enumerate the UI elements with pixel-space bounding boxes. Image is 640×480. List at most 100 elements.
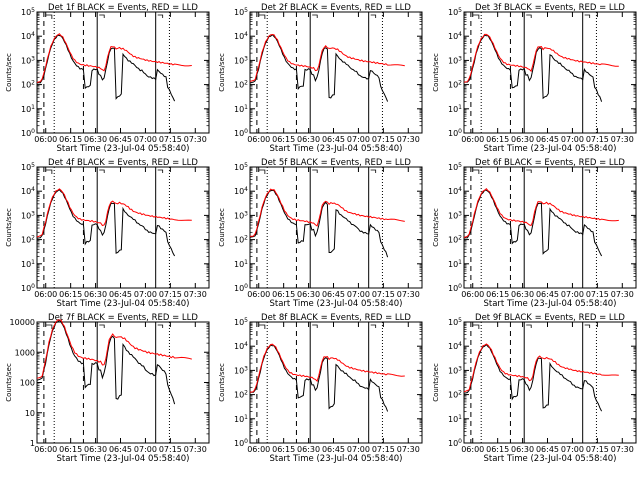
x-tick-label: 06:00: [461, 445, 484, 454]
x-tick-label: 07:00: [347, 445, 370, 454]
plot-frame: [36, 11, 210, 134]
marker-flag: [258, 324, 266, 329]
y-tick-label: 101: [234, 414, 248, 424]
x-tick-label: 06:15: [272, 135, 295, 144]
chart-title: Det 1f BLACK = Events, RED = LLD: [48, 3, 198, 13]
x-tick-label: 06:30: [511, 135, 534, 144]
marker-flag: [312, 169, 318, 173]
x-tick-label: 06:00: [34, 290, 57, 299]
y-tick-label: 102: [448, 80, 462, 90]
x-tick-label: 07:00: [561, 445, 584, 454]
y-tick-label: 104: [234, 31, 248, 41]
marker-flag: [258, 14, 266, 19]
marker-flag: [526, 169, 532, 173]
x-tick-label: 06:00: [34, 445, 57, 454]
y-tick-label: 102: [234, 80, 248, 90]
x-tick-label: 06:45: [109, 135, 132, 144]
x-tick-label: 07:15: [372, 135, 395, 144]
plot-frame: [249, 166, 423, 289]
x-tick-label: 06:45: [536, 290, 559, 299]
x-tick-label: 06:00: [247, 290, 270, 299]
x-axis-label: Start Time (23-Jul-04 05:58:40): [57, 299, 190, 309]
x-axis-label: Start Time (23-Jul-04 05:58:40): [270, 299, 403, 309]
y-tick-label: 101: [448, 414, 462, 424]
marker-flag: [370, 324, 377, 328]
y-tick-label: 103: [21, 55, 35, 65]
marker-flag: [99, 324, 105, 328]
series-lld-line: [36, 319, 192, 379]
y-tick-label: 104: [21, 31, 35, 41]
y-tick-label: 104: [234, 341, 248, 351]
x-tick-label: 06:15: [59, 445, 82, 454]
y-tick-label: 105: [234, 317, 248, 327]
x-tick-label: 06:45: [109, 290, 132, 299]
x-tick-label: 07:30: [184, 135, 207, 144]
x-axis-label: Start Time (23-Jul-04 05:58:40): [270, 144, 403, 154]
y-tick-label: 105: [448, 162, 462, 172]
y-tick-label: 100: [234, 128, 248, 138]
y-tick-label: 100: [21, 128, 35, 138]
chart-title: Det 2f BLACK = Events, RED = LLD: [261, 3, 411, 13]
marker-flag: [45, 14, 53, 19]
y-tick-label: 104: [448, 31, 462, 41]
y-tick-label: 104: [448, 186, 462, 196]
y-tick-label: 101: [234, 259, 248, 269]
marker-flag: [99, 169, 105, 173]
y-tick-label: 103: [234, 55, 248, 65]
chart-title: Det 3f BLACK = Events, RED = LLD: [475, 3, 625, 13]
y-tick-label: 101: [21, 104, 35, 114]
x-tick-label: 06:00: [247, 445, 270, 454]
x-tick-label: 06:15: [486, 445, 509, 454]
x-tick-label: 07:30: [611, 290, 634, 299]
y-axis-label: Counts/sec: [5, 53, 13, 92]
marker-flag: [584, 14, 591, 18]
x-tick-label: 07:15: [159, 290, 182, 299]
marker-flag: [312, 14, 318, 18]
y-axis-label: Counts/sec: [5, 363, 13, 402]
y-tick-label: 105: [448, 7, 462, 17]
x-tick-label: 07:30: [397, 445, 420, 454]
x-tick-label: 07:15: [586, 135, 609, 144]
marker-flag: [45, 324, 53, 329]
marker-flag: [99, 14, 105, 18]
x-tick-label: 07:30: [397, 290, 420, 299]
x-tick-label: 07:00: [134, 290, 157, 299]
marker-flag: [584, 324, 591, 328]
y-tick-label: 104: [448, 341, 462, 351]
x-tick-label: 07:00: [134, 445, 157, 454]
marker-flag: [312, 324, 318, 328]
marker-flag: [157, 14, 164, 18]
marker-flag: [472, 324, 480, 329]
y-tick-label: 100: [448, 283, 462, 293]
y-tick-label: 10000: [10, 318, 35, 327]
series-lld-line: [249, 188, 405, 237]
series-lld-line: [249, 33, 405, 82]
x-tick-label: 07:00: [134, 135, 157, 144]
x-tick-label: 06:15: [272, 290, 295, 299]
plot-frame: [249, 11, 423, 134]
x-tick-label: 06:45: [322, 445, 345, 454]
detector-panel-7: Det 7f BLACK = Events, RED = LLD 1 10 100 10…: [5, 313, 210, 464]
y-tick-label: 105: [234, 7, 248, 17]
x-tick-label: 07:30: [611, 135, 634, 144]
detector-panel-3: Det 3f BLACK = Events, RED = LLD 100 101 10…: [432, 3, 637, 154]
x-tick-label: 07:00: [347, 135, 370, 144]
x-tick-label: 06:30: [84, 445, 107, 454]
x-tick-label: 06:30: [84, 135, 107, 144]
y-tick-label: 100: [448, 128, 462, 138]
chart-title: Det 4f BLACK = Events, RED = LLD: [48, 158, 198, 168]
x-tick-label: 06:30: [297, 445, 320, 454]
x-tick-label: 06:45: [322, 135, 345, 144]
series-events-line: [36, 189, 176, 257]
detector-panel-2: Det 2f BLACK = Events, RED = LLD 100 101 10…: [218, 3, 423, 154]
y-tick-label: 105: [21, 7, 35, 17]
marker-flag: [472, 169, 480, 174]
series-events-line: [249, 189, 389, 258]
y-tick-label: 103: [21, 210, 35, 220]
y-tick-label: 10: [25, 409, 35, 418]
y-tick-label: 105: [234, 162, 248, 172]
y-tick-label: 102: [21, 80, 35, 90]
marker-flag: [472, 14, 480, 19]
marker-flag: [526, 324, 532, 328]
y-tick-label: 1: [30, 439, 35, 448]
